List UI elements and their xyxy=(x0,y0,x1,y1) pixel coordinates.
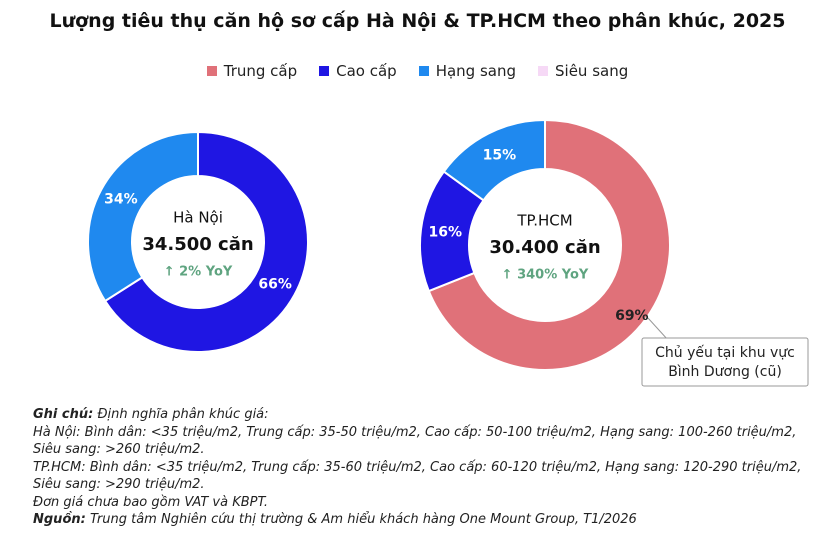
donut-slice xyxy=(87,130,199,303)
legend: Trung cấp Cao cấp Hạng sang Siêu sang xyxy=(0,62,835,80)
note-line: Ghi chú: Định nghĩa phân khúc giá: xyxy=(33,406,803,424)
notes: Ghi chú: Định nghĩa phân khúc giá: Hà Nội… xyxy=(33,406,803,529)
note-line: TP.HCM: Bình dân: <35 triệu/m2, Trung cấ… xyxy=(33,459,803,494)
legend-swatch xyxy=(319,66,330,76)
note-line: Hà Nội: Bình dân: <35 triệu/m2, Trung cấ… xyxy=(33,424,803,459)
note-text: Đơn giá chưa bao gồm VAT và KBPT. xyxy=(33,494,269,510)
note-text: TP.HCM: Bình dân: <35 triệu/m2, Trung cấ… xyxy=(33,459,802,493)
center-change: ↑ 340% YoY xyxy=(502,268,589,283)
donut-slice xyxy=(442,118,546,202)
legend-item: Hạng sang xyxy=(418,62,517,80)
note-label: Ghi chú: xyxy=(33,407,94,422)
legend-label: Cao cấp xyxy=(336,62,397,80)
legend-swatch xyxy=(418,66,429,76)
legend-label: Hạng sang xyxy=(435,62,517,80)
value-label: 16% xyxy=(429,224,463,240)
annotation-text: Bình Dương (cũ) xyxy=(668,364,782,380)
legend-item: Trung cấp xyxy=(206,62,298,80)
center-total: 34.500 căn xyxy=(142,234,253,255)
annotation-box xyxy=(641,337,809,387)
legend-swatch xyxy=(206,66,217,76)
legend-label: Siêu sang xyxy=(555,62,629,80)
donut-slice xyxy=(103,130,309,353)
value-label: 66% xyxy=(258,276,292,292)
center-name: Hà Nội xyxy=(173,209,223,227)
value-label: 69% xyxy=(615,308,649,324)
annotation-text: Chủ yếu tại khu vực xyxy=(655,344,795,361)
legend-swatch xyxy=(538,66,549,76)
note-line: Đơn giá chưa bao gồm VAT và KBPT. xyxy=(33,494,803,512)
legend-item: Siêu sang xyxy=(538,62,628,80)
center-change: ↑ 2% YoY xyxy=(164,265,233,280)
value-label: 34% xyxy=(104,192,138,208)
legend-item: Cao cấp xyxy=(319,62,397,80)
donut-slice xyxy=(427,118,671,371)
note-text: Định nghĩa phân khúc giá: xyxy=(97,407,269,422)
legend-label: Trung cấp xyxy=(223,62,298,80)
value-label: 15% xyxy=(483,147,517,163)
note-text: Trung tâm Nghiên cứu thị trường & Am hiể… xyxy=(89,512,637,527)
center-total: 30.400 căn xyxy=(489,237,600,258)
note-text: Hà Nội: Bình dân: <35 triệu/m2, Trung cấ… xyxy=(33,424,797,458)
center-name: TP.HCM xyxy=(516,212,572,230)
chart-title: Lượng tiêu thụ căn hộ sơ cấp Hà Nội & TP… xyxy=(49,10,786,32)
note-line: Nguồn: Trung tâm Nghiên cứu thị trường &… xyxy=(33,511,803,529)
annotation-leader xyxy=(647,317,669,341)
note-label: Nguồn: xyxy=(33,512,86,527)
